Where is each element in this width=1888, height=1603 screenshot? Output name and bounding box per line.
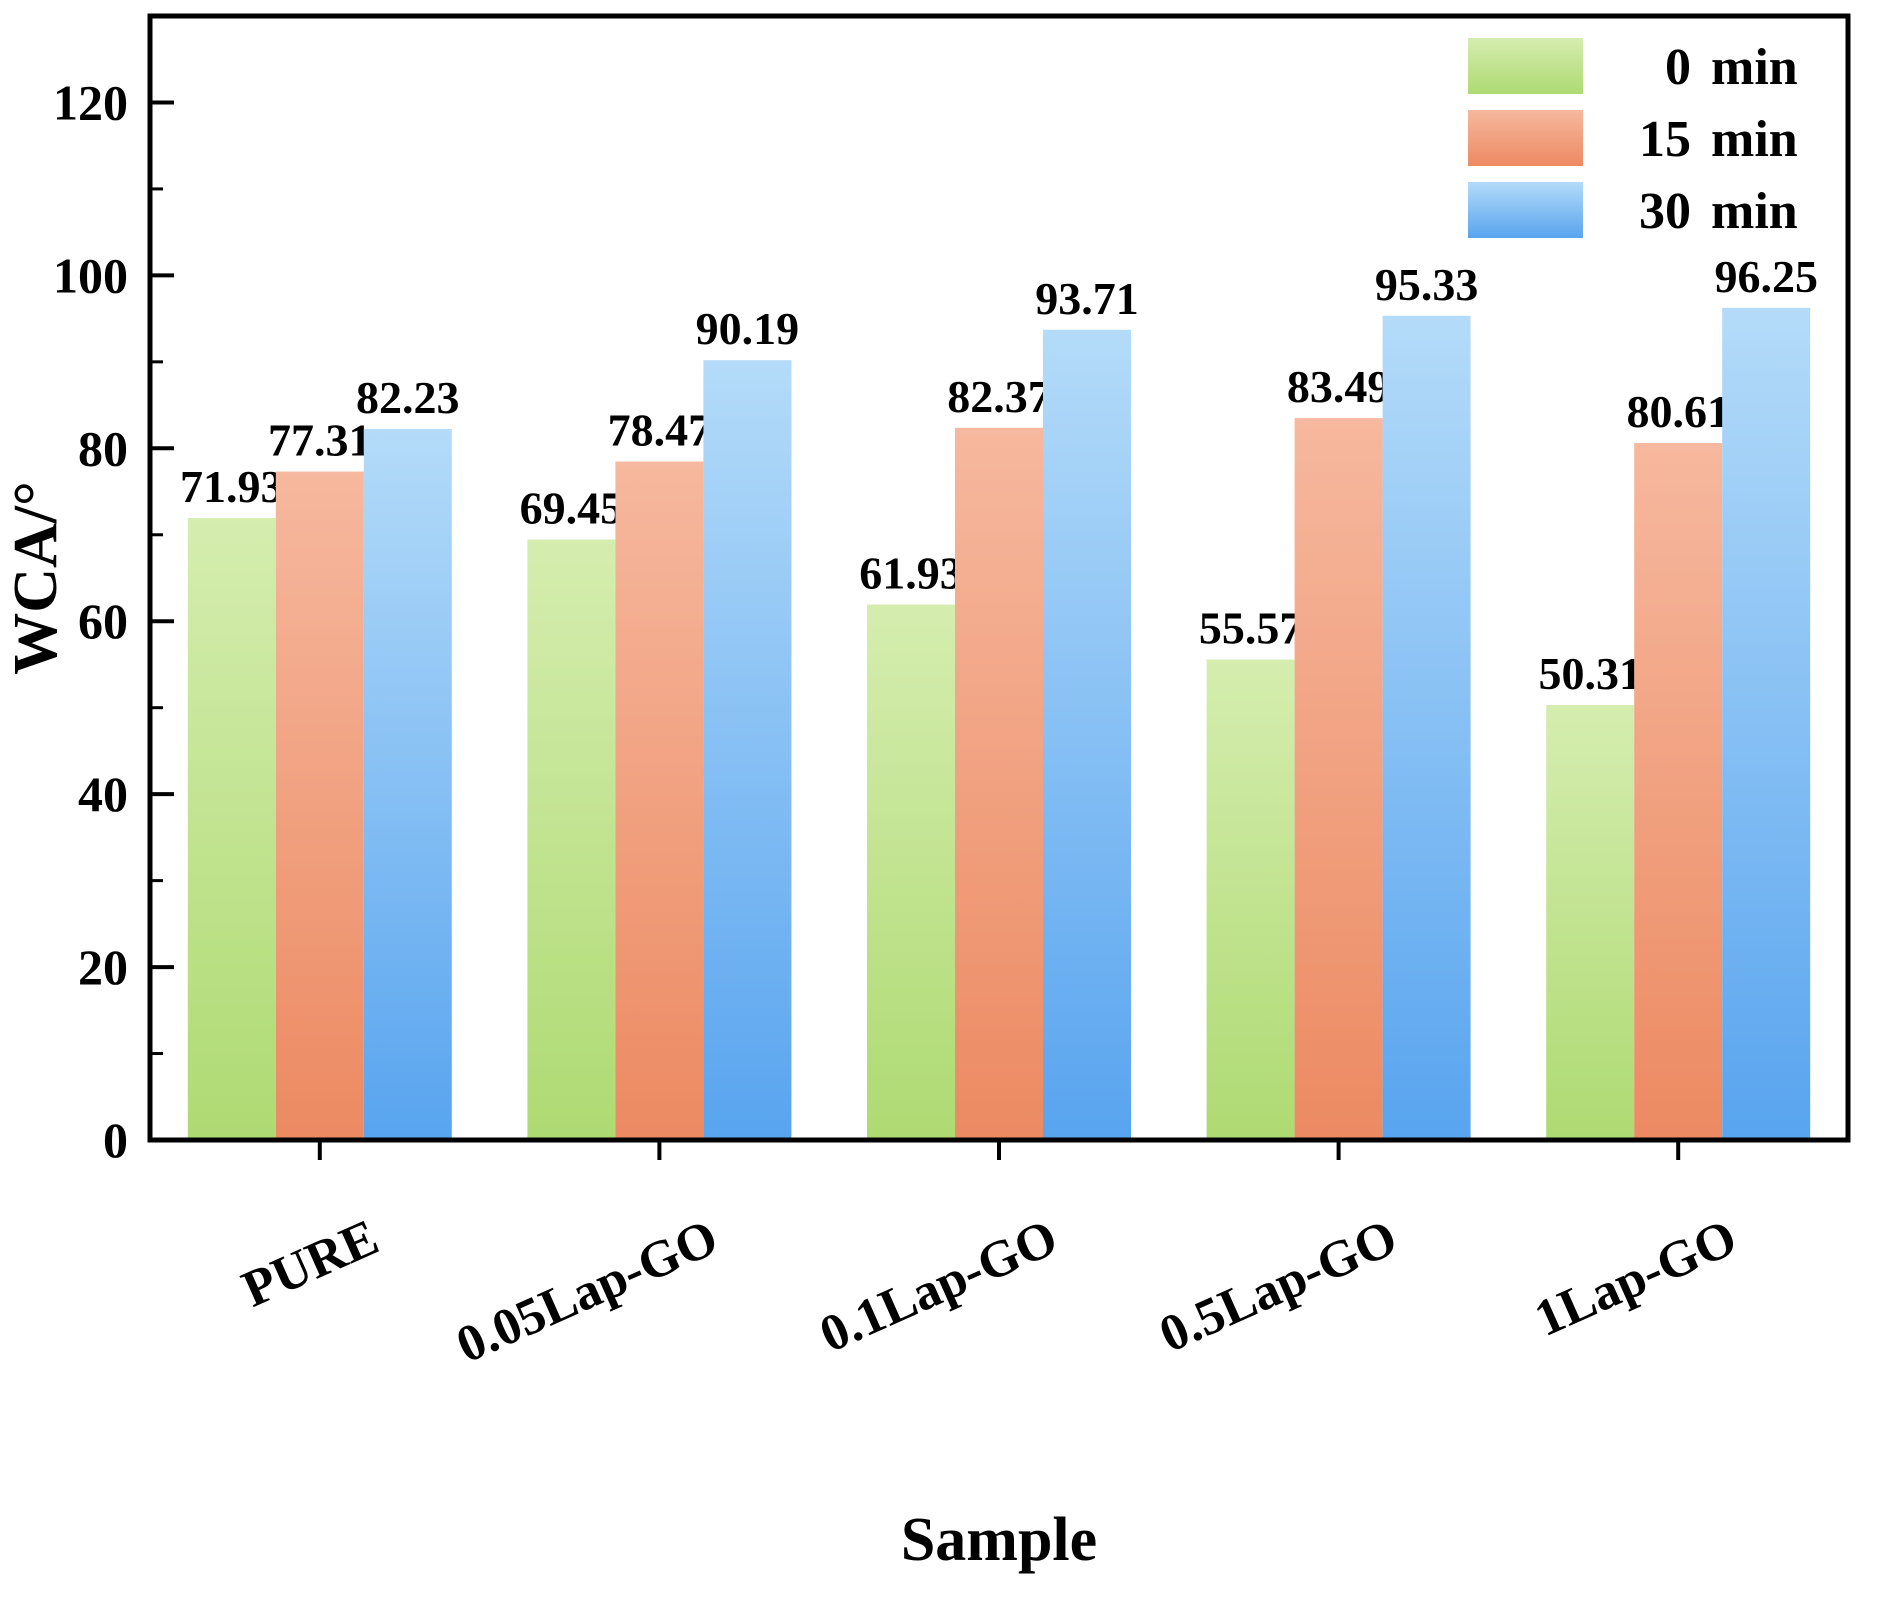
bar-30min-1Lap-GO bbox=[1722, 307, 1811, 1140]
bar-0min-0.05Lap-GO bbox=[527, 539, 616, 1140]
legend-swatch-30min bbox=[1468, 182, 1583, 238]
bar-value-label: 93.71 bbox=[1035, 273, 1139, 324]
legend-swatch-15min bbox=[1468, 110, 1583, 166]
legend-label-number: 30 bbox=[1639, 183, 1691, 240]
y-tick-label: 100 bbox=[53, 247, 128, 303]
y-tick-label: 40 bbox=[78, 766, 128, 822]
x-axis-title: Sample bbox=[901, 1506, 1097, 1574]
bar-value-label: 95.33 bbox=[1375, 259, 1479, 310]
legend-label-number: 15 bbox=[1639, 111, 1691, 168]
bar-0min-1Lap-GO bbox=[1546, 705, 1635, 1140]
bar-value-label: 69.45 bbox=[520, 483, 624, 534]
bar-30min-0.1Lap-GO bbox=[1043, 329, 1131, 1140]
y-tick-label: 60 bbox=[78, 593, 128, 649]
x-tick-label: 1Lap-GO bbox=[1527, 1209, 1746, 1348]
bar-15min-0.5Lap-GO bbox=[1294, 418, 1383, 1140]
bar-value-label: 61.93 bbox=[859, 548, 963, 599]
x-tick-label: 0.05Lap-GO bbox=[448, 1209, 726, 1374]
bar-value-label: 78.47 bbox=[608, 405, 712, 456]
legend-swatch-0min bbox=[1468, 38, 1583, 94]
legend-label-unit: min bbox=[1711, 39, 1798, 96]
legend-label-unit: min bbox=[1711, 183, 1798, 240]
y-tick-label: 20 bbox=[78, 939, 128, 995]
bar-15min-1Lap-GO bbox=[1634, 443, 1723, 1140]
y-tick-label: 0 bbox=[103, 1112, 128, 1168]
y-tick-label: 120 bbox=[53, 74, 128, 130]
bar-0min-0.5Lap-GO bbox=[1206, 659, 1295, 1140]
bar-value-label: 96.25 bbox=[1714, 251, 1818, 302]
bar-15min-PURE bbox=[275, 471, 364, 1140]
bar-value-label: 82.23 bbox=[356, 372, 460, 423]
bar-value-label: 83.49 bbox=[1287, 361, 1391, 412]
bar-value-label: 90.19 bbox=[696, 303, 800, 354]
bar-value-label: 50.31 bbox=[1538, 648, 1642, 699]
x-tick-label: PURE bbox=[234, 1209, 387, 1319]
bar-0min-PURE bbox=[187, 518, 276, 1140]
bar-value-label: 77.31 bbox=[268, 415, 372, 466]
bar-0min-0.1Lap-GO bbox=[867, 604, 955, 1140]
y-tick-label: 80 bbox=[78, 420, 128, 476]
bar-15min-0.05Lap-GO bbox=[615, 461, 704, 1140]
plot-frame bbox=[147, 13, 1851, 1143]
bar-15min-0.1Lap-GO bbox=[955, 427, 1043, 1141]
legend-label-number: 0 bbox=[1665, 39, 1691, 96]
legend-label-unit: min bbox=[1711, 111, 1798, 168]
bar-30min-0.05Lap-GO bbox=[703, 360, 792, 1141]
bar-value-label: 71.93 bbox=[180, 461, 284, 512]
bar-value-label: 82.37 bbox=[947, 371, 1051, 422]
y-axis-title: WCA/° bbox=[2, 481, 70, 675]
bar-30min-PURE bbox=[363, 429, 452, 1141]
bar-value-label: 80.61 bbox=[1626, 386, 1730, 437]
bar-30min-0.5Lap-GO bbox=[1382, 315, 1471, 1140]
x-tick-label: 0.5Lap-GO bbox=[1151, 1209, 1405, 1364]
bar-value-label: 55.57 bbox=[1199, 603, 1303, 654]
x-tick-label: 0.1Lap-GO bbox=[812, 1209, 1066, 1364]
